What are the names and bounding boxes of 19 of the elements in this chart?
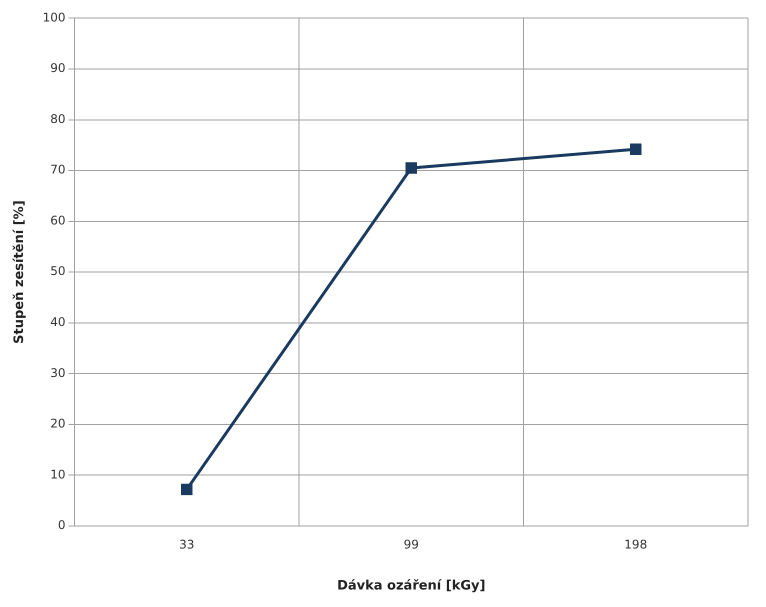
y-tick-label: 30	[50, 366, 66, 380]
point	[181, 484, 192, 496]
x-tick-label: 198	[624, 537, 648, 552]
y-tick-label: 0	[58, 518, 66, 532]
y-tick-label: 20	[50, 416, 66, 431]
y-axis-title: Stupeň zesítění [%]	[12, 200, 28, 344]
point	[406, 162, 417, 174]
y-tick-label: 80	[50, 112, 66, 126]
y-tick-label: 10	[50, 467, 66, 482]
y-tick-label: 70	[50, 162, 66, 177]
y-tick-label: 100	[42, 10, 66, 24]
point	[630, 143, 642, 155]
y-tick-label: 40	[50, 315, 66, 330]
y-tick-label: 90	[50, 61, 66, 76]
y-tick-label: 60	[50, 213, 66, 228]
x-axis-title: Dávka ozáření [kGy]	[337, 578, 486, 594]
y-tick-label: 50	[50, 264, 66, 278]
x-tick-label: 99	[404, 537, 419, 552]
x-tick-label: 33	[179, 537, 194, 552]
